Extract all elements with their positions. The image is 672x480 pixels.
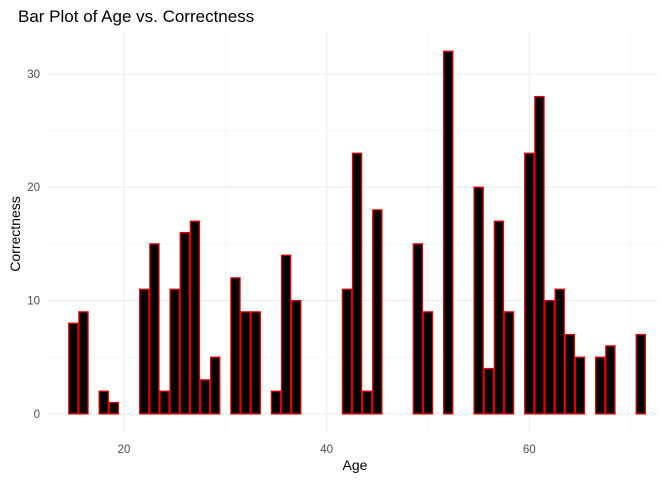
x-axis-title: Age: [343, 457, 368, 473]
bar: [605, 345, 616, 415]
bar: [473, 186, 484, 415]
x-tick-label: 40: [320, 444, 333, 456]
bar: [199, 379, 211, 415]
bar: [564, 333, 576, 415]
y-axis-title: Correctness: [7, 196, 23, 271]
bar: [149, 243, 160, 415]
bar: [68, 322, 79, 415]
bar: [443, 50, 454, 415]
x-axis-ticks: 20 40 60: [118, 444, 536, 456]
bar: [280, 254, 292, 415]
bar: [98, 390, 109, 415]
bar: [108, 401, 120, 415]
bar: [483, 367, 494, 415]
bar: [534, 95, 545, 415]
bar: [189, 220, 201, 415]
bar: [179, 231, 191, 415]
bar: [270, 390, 282, 415]
bar: [291, 299, 302, 415]
bar: [250, 311, 261, 415]
bars: [68, 50, 646, 415]
x-tick-label: 20: [118, 444, 131, 456]
bar: [78, 311, 89, 415]
bar: [503, 311, 515, 415]
bar: [341, 288, 353, 415]
chart-title: Bar Plot of Age vs. Correctness: [18, 7, 254, 26]
bar: [159, 390, 170, 415]
bar: [351, 152, 363, 415]
bar: [361, 390, 373, 415]
bar: [554, 288, 565, 415]
x-tick-label: 60: [523, 444, 536, 456]
bar: [595, 356, 606, 415]
bar: [412, 243, 424, 415]
bar: [635, 333, 646, 415]
y-tick-label: 30: [27, 69, 40, 81]
bar: [524, 152, 535, 415]
y-tick-label: 20: [27, 182, 40, 194]
bar: [139, 288, 150, 415]
bar: [372, 209, 383, 415]
y-tick-label: 0: [34, 409, 40, 421]
bar: [240, 311, 251, 415]
bar: [169, 288, 180, 415]
y-tick-label: 10: [27, 296, 40, 308]
bar: [209, 356, 221, 415]
bar: [230, 277, 241, 415]
y-axis-ticks: 0 10 20 30: [27, 69, 40, 421]
bar: [422, 311, 434, 415]
bar: [574, 356, 586, 415]
bar: [493, 220, 505, 415]
bar: [544, 299, 555, 415]
